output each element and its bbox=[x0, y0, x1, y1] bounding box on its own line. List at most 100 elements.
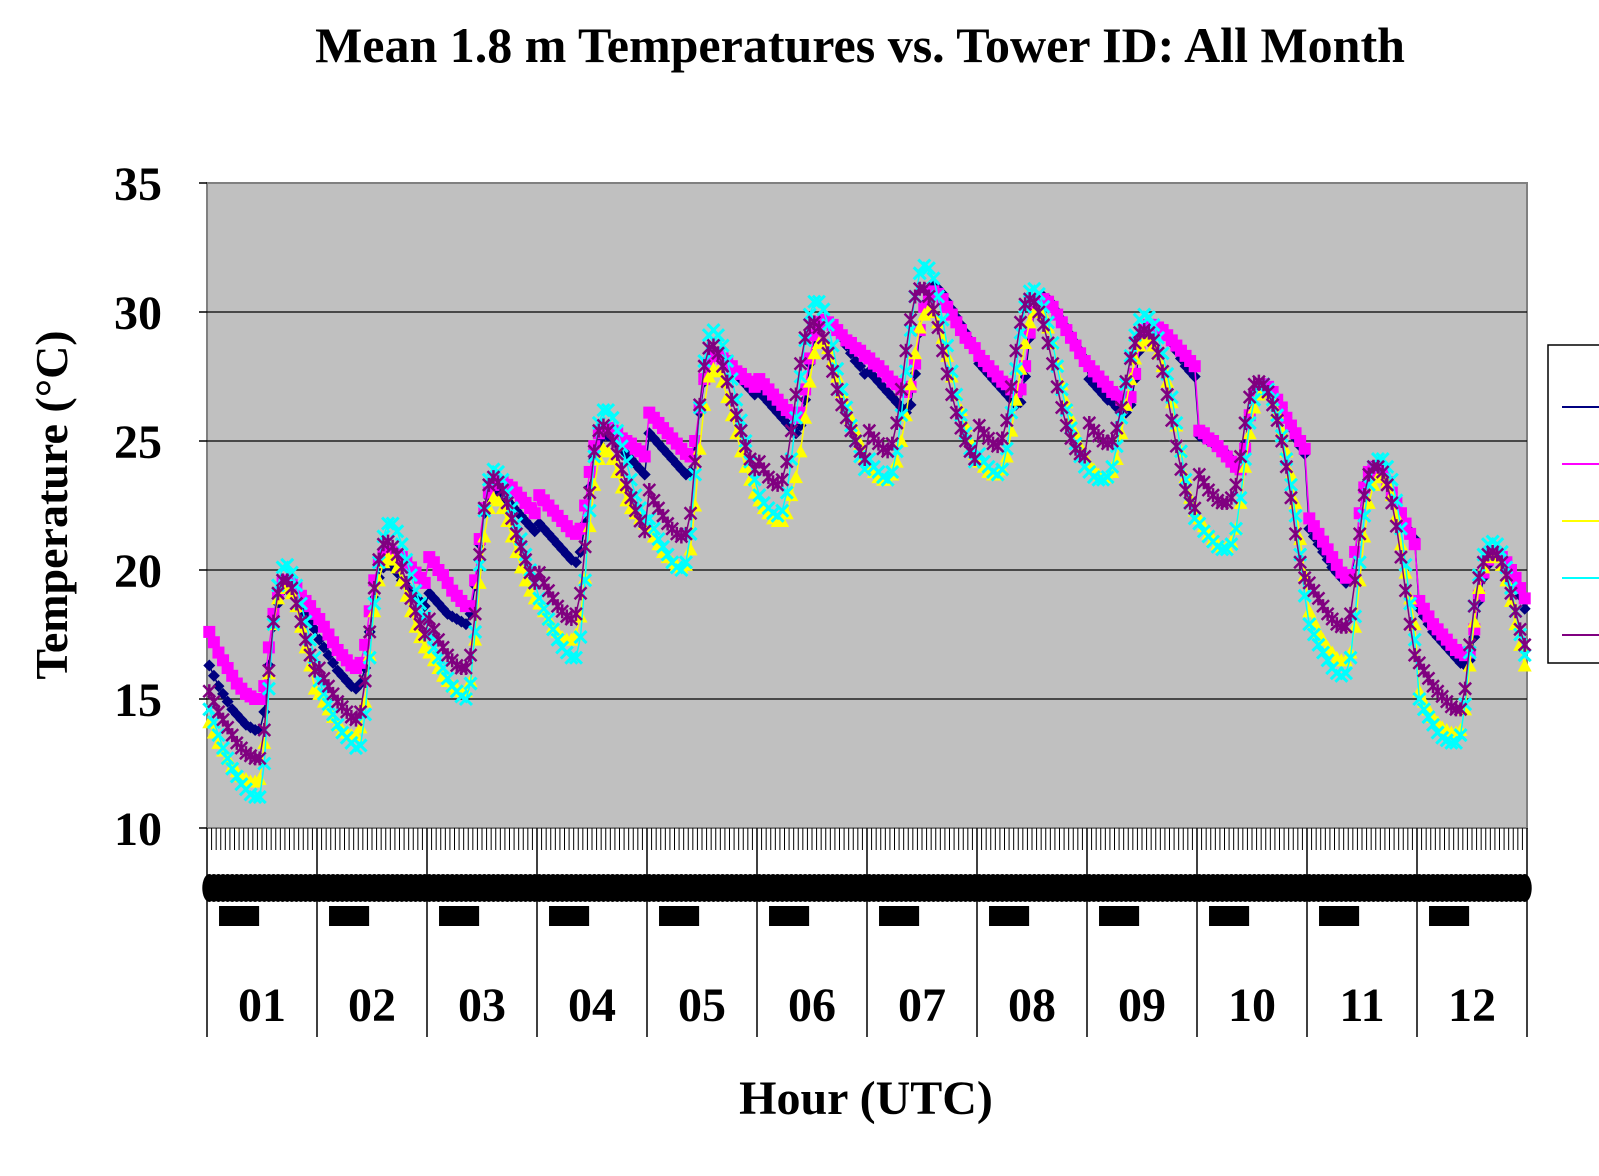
data-point bbox=[600, 402, 616, 418]
data-point bbox=[1233, 449, 1248, 464]
x-hour-label-mark bbox=[989, 906, 998, 926]
data-point bbox=[280, 557, 295, 572]
x-hour-label-mark bbox=[1341, 906, 1350, 926]
x-hour-label-mark bbox=[1438, 906, 1447, 926]
data-point bbox=[348, 728, 363, 742]
x-hour-label-mark bbox=[691, 906, 700, 926]
x-hour-label-mark bbox=[1103, 906, 1112, 926]
data-point bbox=[1302, 604, 1317, 618]
data-point bbox=[674, 562, 689, 578]
data-point bbox=[711, 346, 725, 361]
data-point bbox=[798, 330, 813, 345]
data-point bbox=[1215, 542, 1230, 557]
data-point bbox=[541, 611, 556, 627]
data-point bbox=[528, 507, 541, 520]
x-hour-label-mark bbox=[553, 906, 562, 926]
data-point bbox=[509, 526, 524, 541]
x-hour-label-mark bbox=[1222, 906, 1231, 926]
x-hour-label-mark bbox=[901, 906, 910, 926]
data-point bbox=[459, 661, 473, 676]
data-point bbox=[1261, 384, 1275, 399]
data-point bbox=[1229, 477, 1243, 492]
data-point bbox=[1458, 681, 1473, 696]
data-point bbox=[404, 591, 418, 606]
legend-box bbox=[1547, 344, 1599, 664]
x-category-label: 06 bbox=[788, 979, 836, 1032]
data-point bbox=[995, 431, 1010, 446]
data-point bbox=[252, 751, 267, 766]
x-hour-label-mark bbox=[892, 906, 901, 926]
data-point bbox=[1247, 400, 1262, 414]
data-point bbox=[568, 650, 584, 665]
data-point bbox=[408, 604, 423, 619]
x-hour-label-mark bbox=[1231, 906, 1240, 926]
data-point bbox=[1242, 426, 1257, 440]
data-point bbox=[912, 320, 927, 334]
data-point bbox=[610, 446, 625, 461]
data-point bbox=[1311, 637, 1326, 652]
data-point bbox=[949, 405, 964, 420]
x-category-label: 03 bbox=[458, 979, 506, 1032]
data-point bbox=[215, 740, 231, 756]
data-point bbox=[903, 322, 918, 338]
data-point bbox=[203, 659, 216, 672]
data-point bbox=[894, 382, 909, 397]
x-hour-label-mark bbox=[251, 906, 260, 926]
data-point bbox=[252, 771, 267, 785]
data-point bbox=[1045, 356, 1060, 371]
data-point bbox=[1315, 645, 1331, 660]
x-hour-label-mark bbox=[1456, 906, 1465, 926]
data-point bbox=[495, 483, 510, 498]
data-point bbox=[898, 364, 914, 379]
x-hour-label-mark bbox=[1337, 906, 1346, 926]
data-point bbox=[1398, 583, 1413, 598]
data-point bbox=[253, 693, 266, 705]
data-point bbox=[1453, 728, 1468, 743]
x-hour-label-mark bbox=[338, 906, 347, 926]
data-point bbox=[1357, 488, 1372, 503]
data-point bbox=[1013, 315, 1028, 330]
data-point bbox=[1155, 364, 1170, 379]
x-hour-label-mark bbox=[228, 906, 237, 926]
data-point bbox=[1169, 439, 1184, 454]
data-point bbox=[1119, 374, 1133, 389]
data-point bbox=[472, 575, 487, 589]
data-point bbox=[1462, 658, 1477, 672]
data-point bbox=[317, 641, 330, 654]
y-tick-label: 10 bbox=[114, 803, 162, 856]
data-point bbox=[697, 359, 712, 374]
data-point bbox=[504, 511, 519, 526]
data-point bbox=[390, 547, 405, 562]
data-point bbox=[1188, 360, 1201, 373]
x-hour-label-mark bbox=[659, 906, 668, 926]
data-point bbox=[638, 468, 651, 481]
data-point bbox=[1283, 477, 1299, 492]
data-point bbox=[619, 477, 634, 492]
data-point bbox=[1389, 519, 1404, 534]
data-point bbox=[261, 663, 276, 678]
data-point bbox=[1036, 317, 1051, 332]
data-point bbox=[229, 769, 244, 784]
data-point bbox=[903, 377, 918, 391]
data-point bbox=[1462, 637, 1477, 652]
data-point bbox=[1517, 658, 1532, 672]
data-point bbox=[944, 387, 959, 402]
data-point bbox=[1146, 333, 1161, 348]
data-point bbox=[926, 302, 941, 317]
y-tick-label: 15 bbox=[114, 674, 162, 727]
data-point bbox=[1059, 418, 1074, 433]
x-hour-label-mark bbox=[668, 906, 677, 926]
data-point bbox=[1408, 538, 1421, 551]
data-point bbox=[789, 387, 803, 402]
data-point bbox=[1412, 691, 1427, 707]
data-point bbox=[322, 649, 335, 662]
x-hour-label-mark bbox=[329, 906, 338, 926]
data-point bbox=[1357, 508, 1372, 523]
data-point bbox=[573, 586, 588, 601]
x-hour-label-mark bbox=[773, 906, 782, 926]
x-hour-label-mark bbox=[1351, 906, 1360, 926]
data-point bbox=[458, 691, 474, 707]
data-point bbox=[1279, 459, 1294, 474]
data-point bbox=[1508, 604, 1523, 619]
data-point bbox=[362, 624, 377, 639]
